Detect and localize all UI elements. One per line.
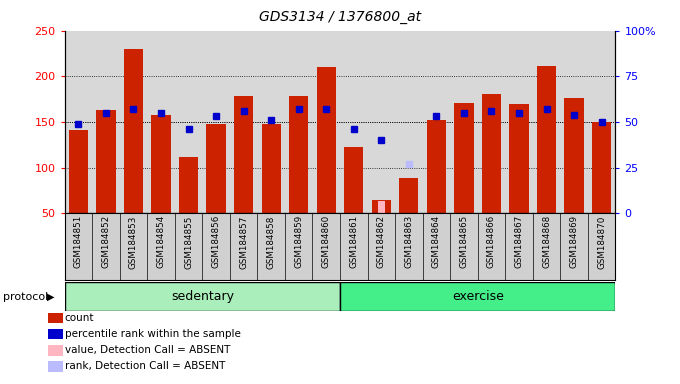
- Bar: [344, 147, 363, 213]
- Bar: [482, 94, 501, 213]
- Bar: [427, 120, 446, 213]
- Text: rank, Detection Call = ABSENT: rank, Detection Call = ABSENT: [65, 361, 225, 371]
- Text: GSM184862: GSM184862: [377, 215, 386, 268]
- Text: GSM184855: GSM184855: [184, 215, 193, 268]
- Text: GSM184857: GSM184857: [239, 215, 248, 268]
- Text: GSM184870: GSM184870: [597, 215, 606, 268]
- Text: GSM184864: GSM184864: [432, 215, 441, 268]
- Text: GSM184860: GSM184860: [322, 215, 330, 268]
- Text: GSM184869: GSM184869: [570, 215, 579, 268]
- Bar: [234, 96, 253, 213]
- Bar: [454, 103, 473, 213]
- Text: GSM184852: GSM184852: [101, 215, 110, 268]
- Text: GSM184866: GSM184866: [487, 215, 496, 268]
- Text: count: count: [65, 313, 94, 323]
- Bar: [97, 110, 116, 213]
- Text: ▶: ▶: [47, 291, 54, 302]
- Text: GSM184863: GSM184863: [405, 215, 413, 268]
- Text: sedentary: sedentary: [171, 290, 234, 303]
- Text: GSM184858: GSM184858: [267, 215, 275, 268]
- Bar: [124, 49, 143, 213]
- Bar: [509, 104, 528, 213]
- Bar: [399, 177, 418, 213]
- Text: GSM184856: GSM184856: [211, 215, 220, 268]
- Text: GSM184851: GSM184851: [74, 215, 83, 268]
- Bar: [289, 96, 308, 213]
- Text: GSM184854: GSM184854: [156, 215, 165, 268]
- Text: GSM184861: GSM184861: [350, 215, 358, 268]
- Bar: [340, 282, 615, 311]
- Bar: [179, 157, 198, 213]
- Bar: [152, 115, 171, 213]
- Text: GSM184865: GSM184865: [460, 215, 469, 268]
- Text: value, Detection Call = ABSENT: value, Detection Call = ABSENT: [65, 345, 230, 355]
- Bar: [537, 66, 556, 213]
- Text: exercise: exercise: [452, 290, 504, 303]
- Text: GSM184859: GSM184859: [294, 215, 303, 268]
- Text: GDS3134 / 1376800_at: GDS3134 / 1376800_at: [259, 10, 421, 23]
- Bar: [592, 122, 611, 213]
- Text: GSM184867: GSM184867: [515, 215, 524, 268]
- Text: GSM184853: GSM184853: [129, 215, 138, 268]
- Text: percentile rank within the sample: percentile rank within the sample: [65, 329, 241, 339]
- Text: GSM184868: GSM184868: [542, 215, 551, 268]
- Bar: [378, 201, 385, 213]
- Bar: [564, 98, 583, 213]
- Bar: [207, 124, 226, 213]
- Text: protocol: protocol: [3, 291, 49, 302]
- Bar: [372, 200, 391, 213]
- Bar: [65, 282, 340, 311]
- Bar: [317, 67, 336, 213]
- Bar: [69, 130, 88, 213]
- Bar: [262, 124, 281, 213]
